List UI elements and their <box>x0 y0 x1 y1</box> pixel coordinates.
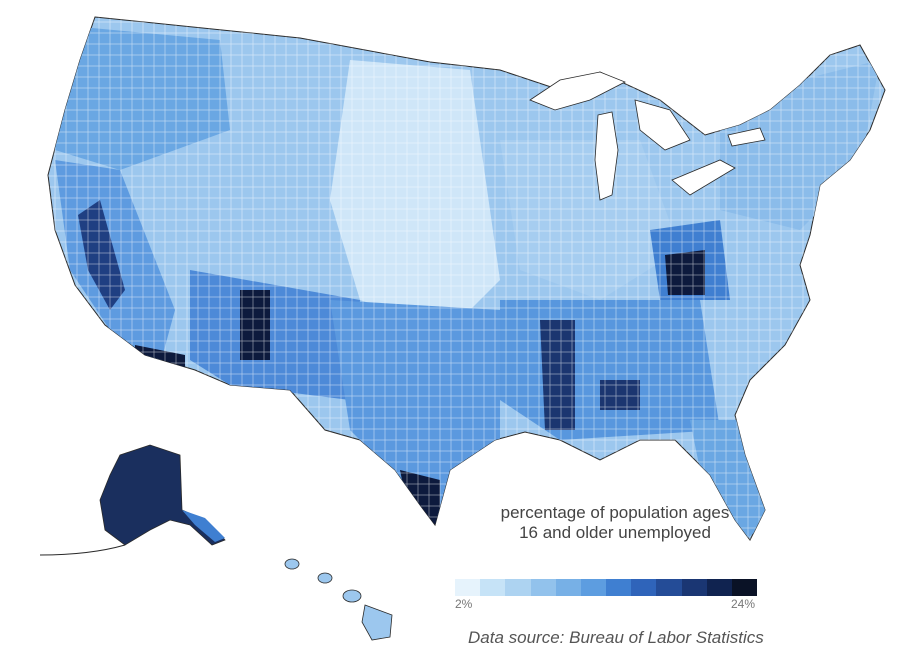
lake-huron <box>634 99 691 151</box>
legend-swatch <box>606 579 632 596</box>
legend-swatch <box>530 579 556 596</box>
hawaii-island-kauai <box>284 558 300 570</box>
lake-michigan <box>594 111 619 201</box>
great-lakes <box>529 71 766 201</box>
legend-min-label: 2% <box>455 597 473 611</box>
legend-swatch <box>505 579 531 596</box>
hawaii-island-big <box>361 604 393 641</box>
legend-swatch <box>455 579 481 596</box>
hawaii-island-maui <box>342 589 362 603</box>
legend-swatch <box>731 579 758 596</box>
legend-swatch <box>681 579 707 596</box>
legend-color-scale <box>455 579 758 596</box>
aleutian-islands <box>39 544 126 556</box>
hawaii <box>284 558 393 641</box>
alaska <box>39 444 226 556</box>
legend-swatch <box>580 579 607 596</box>
legend-max-label: 24% <box>731 597 756 611</box>
legend-swatch <box>656 579 682 596</box>
legend-swatch <box>555 579 581 596</box>
lake-ontario <box>727 127 766 147</box>
legend-swatch <box>631 579 657 596</box>
legend-title: percentage of population ages 16 and old… <box>500 503 730 542</box>
lake-superior <box>529 71 626 111</box>
lake-erie <box>671 159 736 196</box>
legend-swatch <box>706 579 732 596</box>
hawaii-island-oahu <box>317 572 333 584</box>
alaska-southeast <box>182 510 225 542</box>
legend-swatch <box>480 579 506 596</box>
source-note: Data source: Bureau of Labor Statistics <box>468 628 764 647</box>
